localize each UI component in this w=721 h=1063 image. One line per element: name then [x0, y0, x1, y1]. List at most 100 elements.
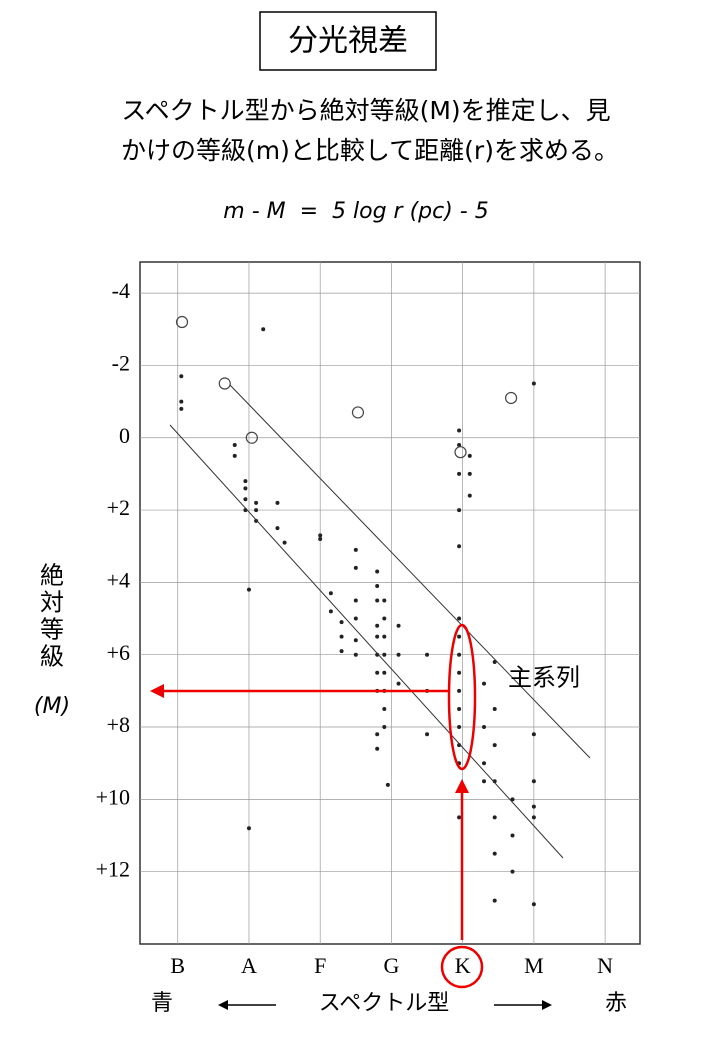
- star: [328, 591, 333, 596]
- star: [382, 598, 387, 603]
- star: [179, 399, 184, 404]
- star: [353, 616, 358, 621]
- y-tick-label: +6: [107, 640, 130, 665]
- star: [457, 544, 462, 549]
- description-line: スペクトル型から絶対等級(M)を推定し、見: [121, 96, 610, 125]
- arrow-head: [542, 1000, 552, 1010]
- star: [457, 471, 462, 476]
- star: [457, 815, 462, 820]
- star: [353, 638, 358, 643]
- star: [510, 833, 515, 838]
- y-tick-label: +4: [107, 567, 130, 592]
- star: [467, 493, 472, 498]
- giant-star: [175, 315, 189, 329]
- star: [531, 804, 536, 809]
- star: [457, 688, 462, 693]
- star: [179, 374, 184, 379]
- star: [385, 782, 390, 787]
- x-tick-label: A: [241, 953, 257, 978]
- y-tick-label: +2: [107, 495, 130, 520]
- star: [282, 540, 287, 545]
- main-sequence-line: [169, 424, 564, 859]
- star: [339, 620, 344, 625]
- star: [382, 616, 387, 621]
- star: [467, 471, 472, 476]
- star: [482, 725, 487, 730]
- star: [492, 743, 497, 748]
- star: [243, 479, 248, 484]
- star: [531, 815, 536, 820]
- star: [531, 732, 536, 737]
- star: [318, 533, 323, 538]
- y-axis-label-char: 絶: [40, 563, 64, 590]
- star: [382, 670, 387, 675]
- star: [492, 898, 497, 903]
- star: [425, 732, 430, 737]
- star: [353, 652, 358, 657]
- highlight-circle: [440, 945, 484, 989]
- star: [382, 652, 387, 657]
- x-tick-label: B: [170, 953, 185, 978]
- star: [375, 634, 380, 639]
- star: [457, 725, 462, 730]
- y-axis-label-char: 等: [40, 617, 64, 644]
- star: [396, 652, 401, 657]
- star: [375, 746, 380, 751]
- star: [510, 797, 515, 802]
- star: [353, 598, 358, 603]
- star: [457, 652, 462, 657]
- arrow-head: [150, 684, 164, 698]
- star: [254, 500, 259, 505]
- star: [339, 649, 344, 654]
- star: [467, 453, 472, 458]
- x-axis-label: スペクトル型: [319, 990, 449, 1015]
- y-tick-label: +10: [96, 784, 130, 809]
- star: [375, 670, 380, 675]
- y-tick-label: +8: [107, 712, 130, 737]
- plot: -4 -2 0 +2 +4 +6 +8 +10 +12 B A F G K M N: [96, 262, 640, 978]
- star: [375, 569, 380, 574]
- arrow-head: [218, 1000, 228, 1010]
- star: [275, 500, 280, 505]
- y-axis-label: 絶対等級: [40, 563, 64, 671]
- annotation: 主系列: [508, 665, 580, 692]
- star: [425, 652, 430, 657]
- star: [396, 623, 401, 628]
- star: [375, 584, 380, 589]
- x-right-label: 赤: [605, 990, 627, 1015]
- star: [531, 902, 536, 907]
- star: [457, 442, 462, 447]
- star: [246, 587, 251, 592]
- y-tick-label: -4: [112, 278, 130, 303]
- star: [179, 406, 184, 411]
- star: [482, 779, 487, 784]
- description-line: かけの等級(m)と比較して距離(r)を求める。: [121, 136, 619, 165]
- star: [382, 634, 387, 639]
- star: [254, 508, 259, 513]
- title-box: [259, 11, 437, 71]
- star: [232, 442, 237, 447]
- star: [275, 526, 280, 531]
- star: [353, 547, 358, 552]
- star: [457, 670, 462, 675]
- y-tick-label: -2: [112, 350, 130, 375]
- x-tick-label: K: [455, 953, 471, 978]
- star: [243, 497, 248, 502]
- star: [457, 508, 462, 513]
- star: [243, 486, 248, 491]
- x-tick-label: N: [597, 953, 613, 978]
- giant-star: [504, 391, 518, 405]
- star: [457, 616, 462, 621]
- star: [482, 761, 487, 766]
- star: [339, 634, 344, 639]
- x-tick-label: G: [383, 953, 399, 978]
- star: [328, 609, 333, 614]
- y-axis-label-char: 対: [40, 590, 64, 617]
- star: [492, 706, 497, 711]
- star: [382, 706, 387, 711]
- main-sequence-line: [229, 384, 591, 759]
- arrow-head: [455, 779, 469, 793]
- formula: m - M = 5 log r (pc) - 5: [223, 199, 488, 224]
- star: [396, 681, 401, 686]
- highlight-ellipse: [447, 623, 477, 771]
